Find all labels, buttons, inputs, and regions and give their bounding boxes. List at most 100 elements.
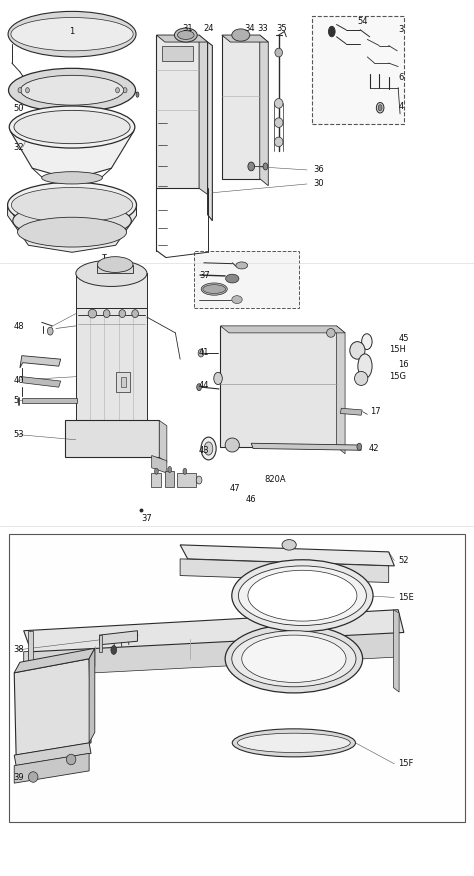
Polygon shape [100,631,137,645]
Ellipse shape [98,257,133,272]
Ellipse shape [376,102,384,113]
Ellipse shape [47,328,53,336]
Ellipse shape [237,733,350,752]
Ellipse shape [8,11,136,57]
Ellipse shape [174,28,197,42]
Polygon shape [220,326,345,333]
Ellipse shape [263,163,268,170]
Text: 50: 50 [13,104,24,113]
Ellipse shape [274,118,283,127]
Ellipse shape [355,371,368,385]
Text: 37: 37 [199,271,210,279]
Polygon shape [220,326,337,447]
Ellipse shape [14,110,130,144]
Polygon shape [97,265,133,273]
Ellipse shape [155,468,158,474]
Polygon shape [337,326,345,454]
Text: 31: 31 [182,24,193,32]
Polygon shape [24,610,404,652]
Ellipse shape [28,772,38,782]
Ellipse shape [42,172,102,184]
Polygon shape [260,35,268,186]
Text: 44: 44 [199,381,210,390]
Ellipse shape [232,631,356,687]
Polygon shape [151,473,161,487]
Text: 37: 37 [142,514,152,523]
Bar [312,16,404,124]
Ellipse shape [350,342,365,359]
Polygon shape [393,610,399,692]
Text: 41: 41 [199,348,210,357]
Polygon shape [152,456,167,473]
Ellipse shape [362,334,372,350]
Text: 24: 24 [203,24,214,32]
Bar [194,251,299,308]
Ellipse shape [236,262,247,269]
Polygon shape [10,127,134,180]
Polygon shape [14,743,91,766]
Bar [9,534,465,822]
Text: 40: 40 [13,376,24,385]
Text: 33: 33 [257,24,268,32]
Ellipse shape [232,729,356,757]
Ellipse shape [201,283,228,295]
Ellipse shape [328,26,335,37]
Text: 17: 17 [370,407,380,416]
Text: 32: 32 [13,143,24,152]
Ellipse shape [168,467,172,473]
Text: 4: 4 [398,102,403,111]
Ellipse shape [232,296,242,304]
Ellipse shape [242,635,346,682]
Ellipse shape [204,442,213,456]
Ellipse shape [132,309,138,317]
Text: 47: 47 [229,484,240,493]
Ellipse shape [178,31,194,39]
Ellipse shape [226,274,239,283]
Text: 3: 3 [398,25,403,34]
Ellipse shape [13,203,131,238]
Ellipse shape [18,217,127,247]
Text: 38: 38 [13,646,24,654]
Ellipse shape [66,754,76,765]
Ellipse shape [18,88,22,93]
Text: 42: 42 [369,444,379,453]
Polygon shape [180,545,394,566]
Ellipse shape [274,99,283,108]
Text: 45: 45 [398,334,409,343]
Polygon shape [251,443,361,450]
Ellipse shape [11,18,133,51]
Ellipse shape [111,646,117,654]
Ellipse shape [9,68,136,112]
Text: 15H: 15H [389,345,406,354]
Text: 15G: 15G [389,372,406,381]
Polygon shape [99,635,102,652]
Text: 48: 48 [13,322,24,331]
Text: 46: 46 [246,495,256,504]
Ellipse shape [238,566,366,625]
Ellipse shape [201,437,216,460]
Text: 6: 6 [398,73,403,81]
Polygon shape [76,273,147,308]
Text: 39: 39 [13,774,24,782]
Polygon shape [159,420,167,463]
Polygon shape [156,35,199,188]
Text: 15F: 15F [398,759,413,768]
Text: 1: 1 [69,27,75,36]
Ellipse shape [275,48,283,57]
Polygon shape [76,308,147,420]
Ellipse shape [116,88,119,93]
Ellipse shape [203,285,226,293]
Text: 54: 54 [357,17,368,25]
Polygon shape [222,35,260,179]
Ellipse shape [327,328,335,337]
Polygon shape [156,35,208,42]
Bar [116,372,130,392]
Polygon shape [8,205,137,252]
Polygon shape [24,632,398,669]
Ellipse shape [20,75,124,105]
Text: 30: 30 [313,180,323,188]
Ellipse shape [378,105,382,111]
Ellipse shape [76,260,147,286]
Polygon shape [89,648,95,743]
Polygon shape [199,35,208,194]
